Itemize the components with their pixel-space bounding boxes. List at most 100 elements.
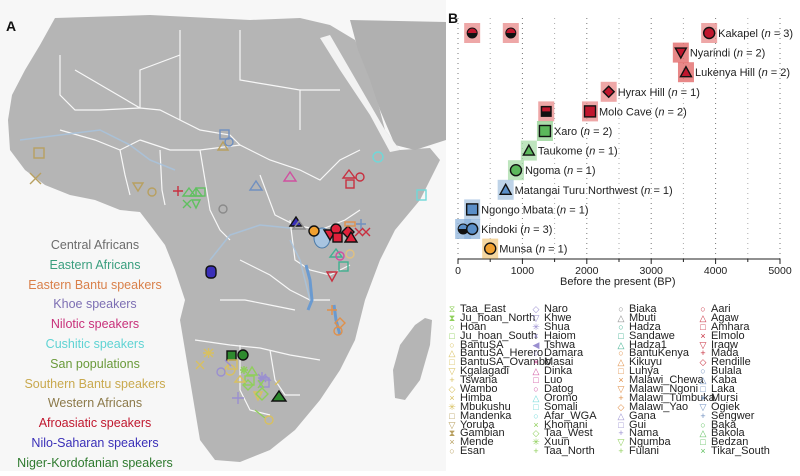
legend-symbol-icon: ○ xyxy=(449,339,455,350)
population-name: Mbukushu xyxy=(460,400,511,413)
legend-symbol-icon: □ xyxy=(700,437,706,448)
population-legend-item: △ Kikuyu xyxy=(615,357,715,368)
map-legend-item: Khoe speakers xyxy=(53,297,137,312)
population-name: Malawi_Chewa xyxy=(629,374,704,387)
population-name: Ju_hoan_South xyxy=(460,329,538,342)
legend-symbol-icon: □ xyxy=(533,375,539,386)
legend-symbol-icon: △ xyxy=(699,375,707,386)
population-legend-item: × Khomani xyxy=(530,418,597,431)
population-legend-item: ◀ Tshwa xyxy=(530,339,597,350)
population-legend-item: × Haiom xyxy=(530,330,597,341)
population-legend-item: ○ Baka xyxy=(697,419,770,430)
legend-symbol-icon: △ xyxy=(617,339,625,350)
population-legend-item: ⧗ Ju_hoan_North xyxy=(446,312,551,323)
legend-symbol-icon: + xyxy=(618,428,624,439)
legend-symbol-icon: △ xyxy=(532,366,540,377)
population-name: Afar_WGA xyxy=(544,409,597,422)
africa-map xyxy=(8,15,446,462)
legend-symbol-icon: □ xyxy=(700,321,706,332)
legend-symbol-icon: △ xyxy=(617,357,625,368)
data-point-marker xyxy=(457,223,469,235)
population-legend-item: □ Somali xyxy=(530,401,597,412)
data-point-marker xyxy=(466,27,478,39)
row-label: Ngoma (n = 1) xyxy=(525,165,596,177)
data-point-marker xyxy=(505,27,517,39)
data-point-marker xyxy=(674,47,688,60)
population-name: BantuSA_Ovambo xyxy=(460,356,552,369)
legend-symbol-icon: ▽ xyxy=(448,419,456,430)
population-legend-column: ⧖ Taa_East ⧗ Ju_hoan_North ○ Hoan □ Ju_hoan_Sou… xyxy=(446,303,552,457)
population-name: Taa_West xyxy=(544,427,593,440)
population-legend-item: △ BantuSA_Herero xyxy=(446,348,551,359)
population-legend-item: ○ Biaka xyxy=(615,303,715,315)
population-legend-item: × Tikar_South xyxy=(697,445,770,458)
row-label: Xaro (n = 2) xyxy=(554,126,612,138)
row-label: Matangai Turu Northwest (n = 1) xyxy=(515,185,673,197)
population-name: Biaka xyxy=(629,303,657,315)
population-name: Damara xyxy=(544,347,584,360)
chart-row: Ngoma (n = 1) xyxy=(507,160,596,181)
population-name: Malawi_Ngoni xyxy=(629,383,699,396)
population-name: Naro xyxy=(544,303,568,315)
legend-symbol-icon: ▽ xyxy=(699,401,707,412)
population-name: Tswana xyxy=(460,374,498,387)
legend-symbol-icon: □ xyxy=(700,383,706,394)
population-legend-item: □ Bedzan xyxy=(697,436,770,449)
population-name: Fulani xyxy=(629,445,659,458)
map-legend-item: San populations xyxy=(50,356,140,371)
population-legend-column: ○ Biaka △ Mbuti ○ Hadza □ Sandawe △ Hadza1 ○ BantuK… xyxy=(615,303,715,458)
legend-symbol-icon: △ xyxy=(699,428,707,439)
row-label: Kakapel (n = 3) xyxy=(718,28,793,40)
radiocarbon-chart: 0 1000 2000 3000 4000 5000 Kakapel (n = 3) Nyar… xyxy=(446,0,800,300)
map-legend-item: Southern Bantu speakers xyxy=(24,376,166,391)
population-legend-item: □ Ju_hoan_South xyxy=(446,329,551,342)
population-legend-column: ◇ Naro ▽ Khwe ✳ Shua × Haiom ◀ Tshwa ○ Damara × Masai… xyxy=(530,303,597,457)
legend-symbol-icon: × xyxy=(700,446,706,457)
legend-symbol-icon: ○ xyxy=(449,446,455,457)
population-legend-item: ○ Aari xyxy=(697,303,770,315)
population-legend-item: □ Amhara xyxy=(697,321,770,332)
legend-symbol-icon: ▽ xyxy=(617,383,625,394)
population-name: Tikar_South xyxy=(711,445,770,458)
population-name: Himba xyxy=(460,391,492,404)
population-legend-item: △ Kaba xyxy=(697,375,770,386)
population-legend-item: △ Hadza1 xyxy=(615,339,715,350)
chart-row: Taukome (n = 1) xyxy=(520,140,618,161)
population-legend-item: × Mende xyxy=(446,437,551,448)
row-label: Lukenya Hill (n = 2) xyxy=(695,67,790,79)
population-name: Masai xyxy=(544,356,574,369)
population-legend-item: △ Bakola xyxy=(697,427,770,440)
population-name: Wambo xyxy=(460,383,498,396)
population-legend-item: ✳ Xuun xyxy=(530,437,597,448)
population-legend-item: □ Gui xyxy=(615,419,715,430)
chart-row: Munsa (n = 1) xyxy=(482,238,567,259)
population-name: Ogiek xyxy=(711,400,740,413)
legend-symbol-icon: □ xyxy=(449,357,455,368)
population-legend-item: ○ Datog xyxy=(530,384,597,395)
legend-symbol-icon: △ xyxy=(448,348,456,359)
population-name: Hoan xyxy=(460,320,487,333)
population-name: Bakola xyxy=(711,427,745,440)
x-tick-label: 0 xyxy=(455,265,461,277)
population-name: Gana xyxy=(629,409,656,422)
legend-symbol-icon: □ xyxy=(449,410,455,421)
row-label: Ngongo Mbata (n = 1) xyxy=(481,204,588,216)
population-name: Bedzan xyxy=(711,436,749,449)
chart-row: Kakapel (n = 3) xyxy=(464,23,793,43)
population-legend-item: ◇ Taa_West xyxy=(530,427,597,440)
population-name: Luo xyxy=(544,374,563,387)
legend-symbol-icon: × xyxy=(618,375,624,386)
population-name: Dinka xyxy=(544,365,573,378)
legend-symbol-icon: ○ xyxy=(533,348,539,359)
population-name: BantuKenya xyxy=(629,347,689,360)
population-legend-item: □ Sandawe xyxy=(615,330,715,341)
legend-symbol-icon: + xyxy=(618,392,624,403)
population-legend-item: + Mada xyxy=(697,348,770,359)
legend-symbol-icon: ○ xyxy=(700,303,706,314)
map-legend-item: Central Africans xyxy=(50,238,140,252)
population-name: Taa_East xyxy=(460,303,506,315)
population-legend-item: ○ Bulala xyxy=(697,366,770,377)
chart-row: Molo Cave (n = 2) xyxy=(538,101,687,122)
legend-symbol-icon: ✳ xyxy=(532,321,540,332)
population-name: Khomani xyxy=(544,418,588,431)
